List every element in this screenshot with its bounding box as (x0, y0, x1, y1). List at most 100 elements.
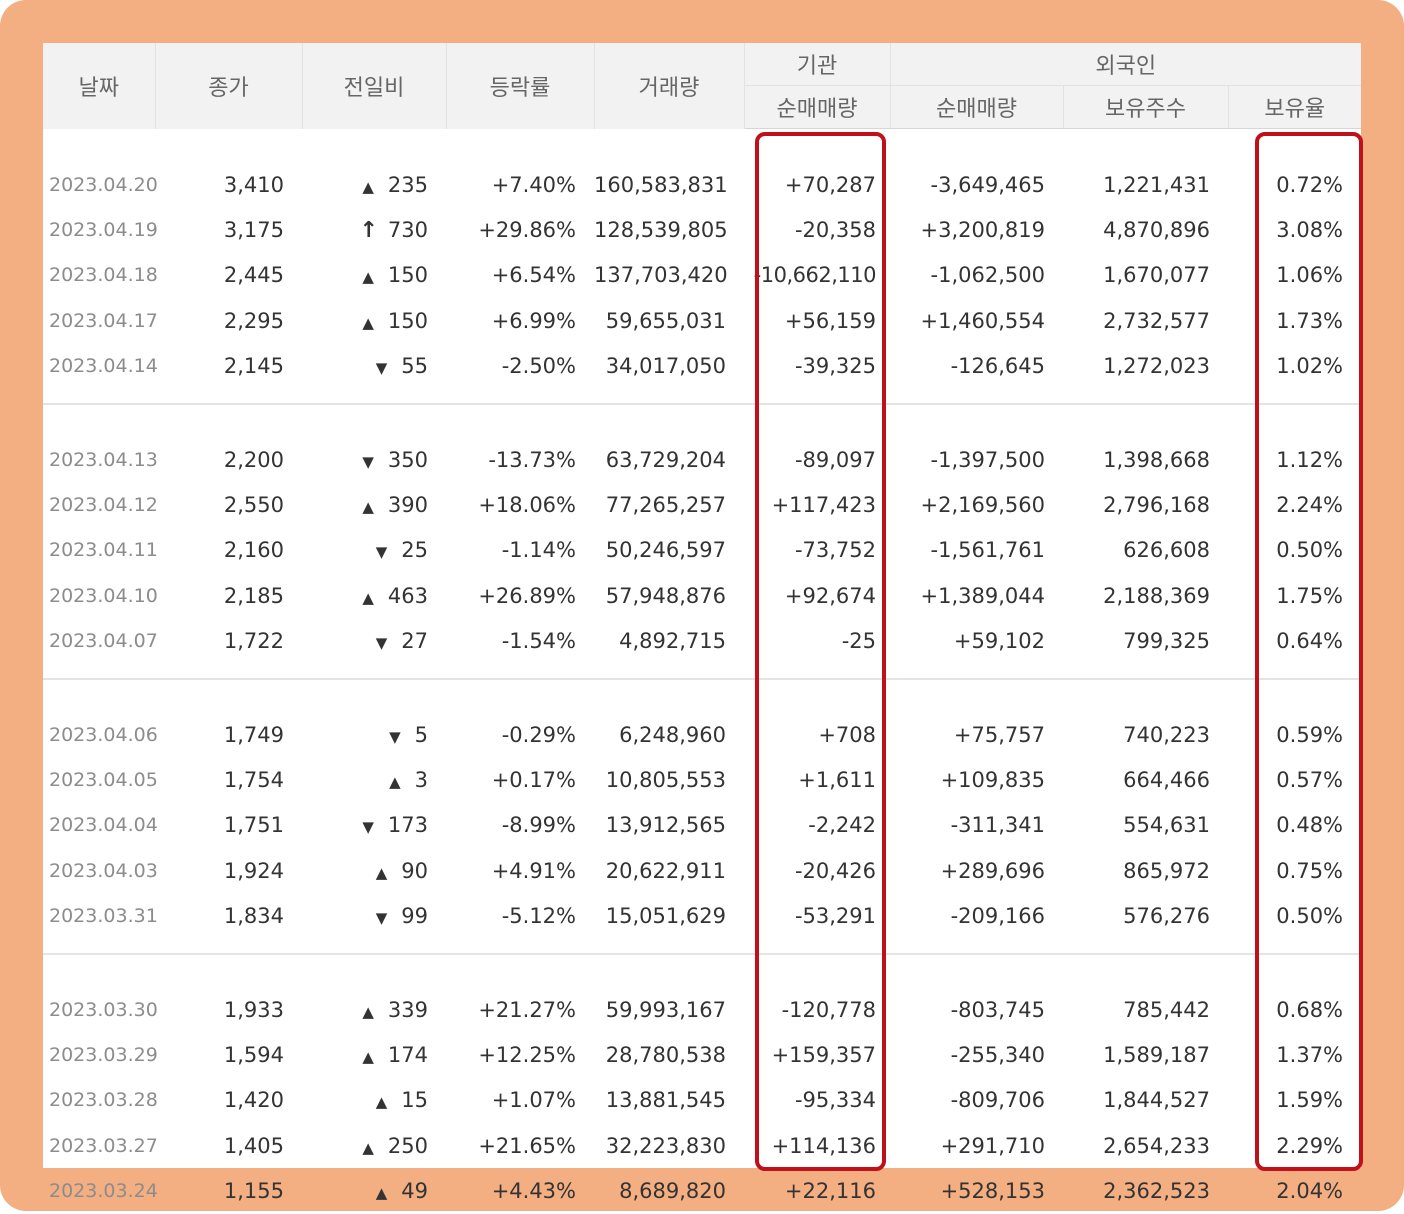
group-spacer (43, 664, 1361, 678)
cell-foreign-ratio: 2.29% (1276, 1133, 1344, 1158)
cell-foreign-shares: 740,223 (1123, 722, 1210, 747)
header-date: 날짜 (43, 43, 156, 129)
cell-date: 2023.03.30 (49, 998, 158, 1021)
cell-foreign-net: +75,757 (953, 722, 1045, 747)
header-foreign-ratio: 보유율 (1228, 85, 1362, 129)
cell-foreign-ratio: 2.04% (1276, 1179, 1344, 1204)
cell-foreign-net: -3,649,465 (930, 172, 1045, 197)
header-foreign-shares: 보유주수 (1063, 85, 1229, 129)
cell-volume: 20,622,911 (605, 858, 726, 883)
cell-date: 2023.04.03 (49, 859, 158, 882)
cell-date: 2023.04.18 (49, 264, 158, 287)
cell-institution-net: +22,116 (784, 1179, 876, 1204)
cell-change: ↑ 730 (302, 207, 446, 252)
change-value: 150 (387, 263, 428, 288)
header-group-institution: 기관 (744, 43, 891, 86)
cell-rate: -0.29% (501, 722, 576, 747)
cell-close: 1,594 (223, 1042, 284, 1067)
cell-change: ▲ 15 (302, 1078, 446, 1123)
group-spacer (43, 405, 1361, 437)
cell-foreign-net: -126,645 (950, 354, 1045, 379)
cell-change: ▲ 3 (302, 757, 446, 802)
cell-foreign-ratio: 1.59% (1276, 1088, 1344, 1113)
cell-close: 2,160 (223, 538, 284, 563)
cell-volume: 10,805,553 (605, 767, 726, 792)
table-row: 2023.04.14 2,145 ▼ 55 -2.50% 34,017,050 -39,32… (43, 344, 1361, 389)
header-group-foreign: 외국인 (890, 43, 1362, 86)
cell-close: 3,410 (223, 172, 284, 197)
cell-volume: 50,246,597 (605, 538, 726, 563)
table-row: 2023.03.29 1,594 ▲ 174 +12.25% 28,780,538 +159… (43, 1032, 1361, 1077)
group-divider (43, 952, 1362, 955)
cell-volume: 59,993,167 (605, 997, 726, 1022)
cell-change: ▼ 55 (302, 344, 446, 389)
down-triangle-icon: ▼ (362, 452, 374, 471)
up-triangle-icon: ▲ (362, 1138, 374, 1157)
table-row: 2023.04.13 2,200 ▼ 350 -13.73% 63,729,204 -89,… (43, 437, 1361, 482)
cell-volume: 160,583,831 (594, 172, 728, 197)
table-row: 2023.03.31 1,834 ▼ 99 -5.12% 15,051,629 -53,29… (43, 893, 1361, 938)
table-row: 2023.04.05 1,754 ▲ 3 +0.17% 10,805,553 +1,611 +… (43, 757, 1361, 802)
cell-volume: 8,689,820 (619, 1179, 726, 1204)
cell-foreign-ratio: 3.08% (1276, 218, 1344, 243)
cell-foreign-ratio: 0.72% (1276, 172, 1344, 197)
spacer-cell (43, 955, 1361, 987)
cell-change: ▲ 235 (302, 162, 446, 207)
table-row: 2023.04.06 1,749 ▼ 5 -0.29% 6,248,960 +708 +75,… (43, 712, 1361, 757)
cell-institution-net: +56,159 (784, 308, 876, 333)
cell-foreign-ratio: 1.37% (1276, 1042, 1344, 1067)
cell-close: 1,155 (223, 1179, 284, 1204)
cell-rate: -2.50% (501, 354, 576, 379)
divider-cell (43, 952, 1362, 955)
change-value: 3 (414, 767, 428, 792)
change-value: 99 (401, 904, 428, 929)
cell-institution-net: +70,287 (784, 172, 876, 197)
header-volume: 거래량 (594, 43, 745, 129)
cell-rate: -5.12% (501, 904, 576, 929)
up-triangle-icon: ▲ (375, 1184, 388, 1203)
cell-rate: +12.25% (478, 1042, 576, 1067)
cell-foreign-shares: 1,589,187 (1103, 1042, 1210, 1067)
change-value: 55 (401, 354, 428, 379)
cell-date: 2023.04.07 (49, 630, 158, 653)
change-value: 173 (387, 813, 428, 838)
table-row: 2023.03.28 1,420 ▲ 15 +1.07% 13,881,545 -95,33… (43, 1078, 1361, 1123)
cell-rate: +18.06% (478, 493, 576, 518)
cell-foreign-shares: 1,272,023 (1103, 354, 1210, 379)
cell-date: 2023.03.31 (49, 905, 158, 928)
cell-date: 2023.04.04 (49, 814, 158, 837)
group-spacer (43, 680, 1361, 712)
cell-institution-net: -20,426 (794, 858, 876, 883)
cell-institution-net: -39,325 (794, 354, 876, 379)
cell-close: 2,550 (223, 493, 284, 518)
cell-change: ▲ 150 (302, 298, 446, 343)
cell-volume: 32,223,830 (605, 1133, 726, 1158)
cell-date: 2023.04.11 (49, 539, 158, 562)
cell-rate: +7.40% (491, 172, 576, 197)
change-value: 174 (387, 1042, 428, 1067)
change-value: 15 (401, 1088, 428, 1113)
group-spacer (43, 129, 1361, 163)
cell-foreign-ratio: 0.57% (1276, 767, 1344, 792)
cell-change: ▼ 350 (302, 437, 446, 482)
up-triangle-icon: ▲ (362, 1002, 374, 1021)
cell-volume: 13,881,545 (605, 1088, 726, 1113)
cell-foreign-net: -803,745 (950, 997, 1045, 1022)
trading-table-panel: 날짜 종가 전일비 등락률 거래량 기관 외국인 순매매량 순매매량 보유주수 … (43, 43, 1362, 1203)
cell-change: ▲ 174 (302, 1032, 446, 1077)
cell-foreign-net: +1,389,044 (920, 583, 1045, 608)
cell-foreign-ratio: 0.59% (1276, 722, 1344, 747)
cell-volume: 34,017,050 (605, 354, 726, 379)
cell-institution-net: -2,242 (808, 813, 876, 838)
table-row: 2023.04.11 2,160 ▼ 25 -1.14% 50,246,597 -73,75… (43, 528, 1361, 573)
change-value: 463 (387, 583, 428, 608)
cell-foreign-shares: 1,398,668 (1103, 447, 1210, 472)
cell-rate: +29.86% (478, 218, 576, 243)
cell-close: 1,722 (223, 629, 284, 654)
table-row: 2023.04.03 1,924 ▲ 90 +4.91% 20,622,911 -20,42… (43, 848, 1361, 893)
spacer-cell (43, 680, 1361, 712)
cell-close: 1,420 (223, 1088, 284, 1113)
cell-close: 2,295 (223, 308, 284, 333)
cell-rate: -13.73% (488, 447, 576, 472)
